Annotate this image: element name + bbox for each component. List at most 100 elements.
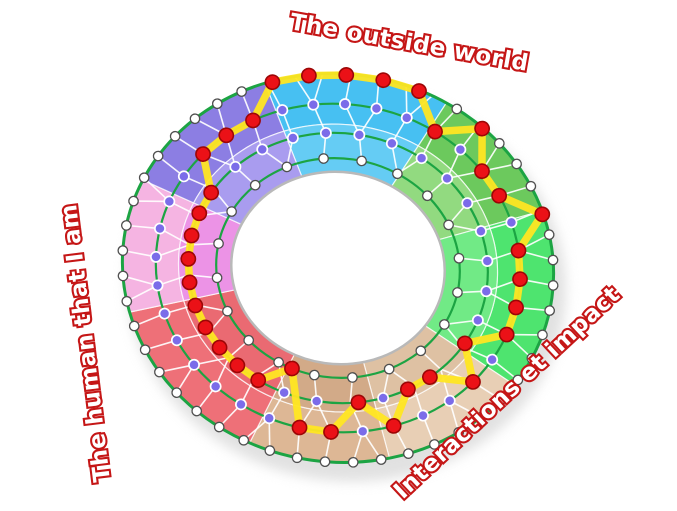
wheel-node-ring2[interactable]	[235, 398, 247, 411]
selected-node-spoke8[interactable]	[512, 271, 528, 288]
wheel-node-ring2[interactable]	[263, 412, 276, 425]
wheel-node-ring1[interactable]	[128, 320, 140, 332]
wheel-node-ring1[interactable]	[121, 220, 132, 231]
wheel-node-ring2[interactable]	[486, 353, 499, 366]
wheel-node-ring1[interactable]	[117, 245, 129, 256]
selected-node-spoke21[interactable]	[229, 357, 246, 374]
wheel-node-ring3[interactable]	[256, 143, 269, 156]
selected-node-spoke27[interactable]	[183, 227, 200, 244]
selected-node-spoke32[interactable]	[245, 112, 261, 129]
wheel-node-ring4[interactable]	[452, 287, 463, 298]
wheel-node-ring1[interactable]	[544, 305, 555, 316]
selected-node-spoke3[interactable]	[474, 120, 491, 137]
wheel-node-ring4[interactable]	[421, 190, 433, 202]
wheel-node-ring4[interactable]	[309, 369, 320, 381]
wheel-node-ring2[interactable]	[177, 170, 190, 183]
selected-node-spoke13[interactable]	[422, 369, 438, 386]
wheel-node-ring4[interactable]	[443, 219, 454, 231]
wheel-node-ring4[interactable]	[347, 372, 358, 383]
wheel-node-ring1[interactable]	[264, 445, 276, 456]
selected-node-spoke20[interactable]	[250, 372, 267, 389]
selected-node-spoke5[interactable]	[491, 187, 508, 204]
wheel-node-ring4[interactable]	[439, 319, 450, 330]
wheel-node-ring4[interactable]	[356, 155, 367, 167]
selected-node-spoke2[interactable]	[427, 123, 443, 140]
wheel-node-ring3[interactable]	[377, 392, 390, 404]
wheel-node-ring1[interactable]	[451, 103, 463, 115]
selected-node-spoke31[interactable]	[218, 127, 235, 144]
wheel-node-ring4[interactable]	[383, 363, 395, 375]
selected-node-spoke11[interactable]	[456, 335, 473, 352]
selected-node-spoke1[interactable]	[411, 83, 427, 99]
selected-node-spoke34[interactable]	[300, 67, 317, 84]
wheel-node-ring3[interactable]	[480, 285, 493, 298]
wheel-node-ring2[interactable]	[170, 334, 183, 347]
wheel-node-ring4[interactable]	[392, 168, 403, 180]
wheel-node-ring3[interactable]	[415, 152, 428, 165]
selected-node-spoke6[interactable]	[534, 206, 551, 223]
wheel-node-ring4[interactable]	[318, 153, 329, 164]
wheel-node-ring1[interactable]	[543, 229, 555, 241]
wheel-node-ring4[interactable]	[222, 305, 233, 317]
selected-node-spoke4[interactable]	[474, 163, 490, 180]
selected-node-spoke15[interactable]	[385, 417, 402, 434]
wheel-node-ring1[interactable]	[171, 387, 183, 399]
wheel-node-ring1[interactable]	[211, 98, 223, 110]
wheel-node-ring2[interactable]	[151, 279, 164, 292]
wheel-node-ring2[interactable]	[150, 250, 162, 263]
wheel-node-ring1[interactable]	[453, 426, 465, 438]
wheel-node-ring2[interactable]	[454, 143, 467, 156]
wheel-node-ring4[interactable]	[415, 345, 427, 357]
wheel-node-ring1[interactable]	[291, 452, 303, 464]
wheel-node-ring1[interactable]	[191, 405, 203, 417]
wheel-node-ring1[interactable]	[525, 180, 537, 192]
selected-node-spoke16[interactable]	[350, 394, 367, 411]
selected-node-spoke29[interactable]	[203, 184, 220, 201]
wheel-node-ring1[interactable]	[236, 86, 247, 97]
selected-node-spoke19[interactable]	[284, 360, 300, 377]
wheel-node-ring1[interactable]	[526, 352, 538, 364]
wheel-node-ring3[interactable]	[229, 160, 242, 173]
wheel-node-ring2[interactable]	[307, 98, 320, 111]
wheel-node-ring1[interactable]	[547, 254, 559, 266]
wheel-node-ring4[interactable]	[249, 179, 261, 191]
wheel-node-ring2[interactable]	[158, 307, 171, 320]
wheel-node-ring3[interactable]	[474, 225, 487, 238]
wheel-node-ring4[interactable]	[281, 161, 293, 173]
wheel-node-ring2[interactable]	[154, 222, 166, 235]
wheel-node-ring4[interactable]	[243, 334, 255, 346]
selected-node-spoke18[interactable]	[291, 419, 308, 436]
wheel-node-ring1[interactable]	[493, 137, 505, 149]
selected-node-spoke14[interactable]	[399, 381, 416, 398]
selected-node-spoke26[interactable]	[180, 250, 197, 267]
wheel-node-ring2[interactable]	[163, 195, 176, 208]
wheel-node-ring1[interactable]	[139, 344, 151, 356]
wheel-node-ring1[interactable]	[511, 158, 522, 170]
wheel-node-ring1[interactable]	[121, 295, 133, 307]
wheel-node-ring1[interactable]	[319, 456, 331, 468]
selected-node-spoke10[interactable]	[498, 326, 515, 343]
wheel-node-ring2[interactable]	[443, 394, 456, 407]
wheel-node-ring1[interactable]	[117, 270, 129, 282]
selected-node-spoke24[interactable]	[187, 297, 204, 314]
wheel-node-ring1[interactable]	[152, 150, 164, 162]
wheel-node-ring1[interactable]	[537, 329, 548, 341]
wheel-node-ring3[interactable]	[441, 172, 454, 185]
selected-node-spoke28[interactable]	[191, 205, 208, 222]
wheel-node-ring4[interactable]	[453, 252, 465, 264]
wheel-node-ring3[interactable]	[286, 132, 299, 144]
wheel-node-ring1[interactable]	[429, 439, 440, 450]
wheel-node-ring1[interactable]	[547, 280, 559, 291]
wheel-node-ring2[interactable]	[276, 104, 289, 117]
wheel-node-ring1[interactable]	[213, 421, 225, 433]
wheel-node-ring3[interactable]	[385, 137, 398, 150]
selected-node-spoke0[interactable]	[375, 72, 392, 89]
wheel-node-ring2[interactable]	[400, 111, 413, 124]
wheel-node-ring1[interactable]	[128, 195, 139, 207]
wheel-node-ring4[interactable]	[211, 272, 223, 284]
selected-node-spoke33[interactable]	[264, 74, 281, 91]
selected-node-spoke7[interactable]	[510, 242, 527, 259]
wheel-node-ring3[interactable]	[310, 395, 323, 408]
wheel-node-ring1[interactable]	[375, 454, 387, 465]
wheel-node-ring1[interactable]	[238, 434, 250, 446]
